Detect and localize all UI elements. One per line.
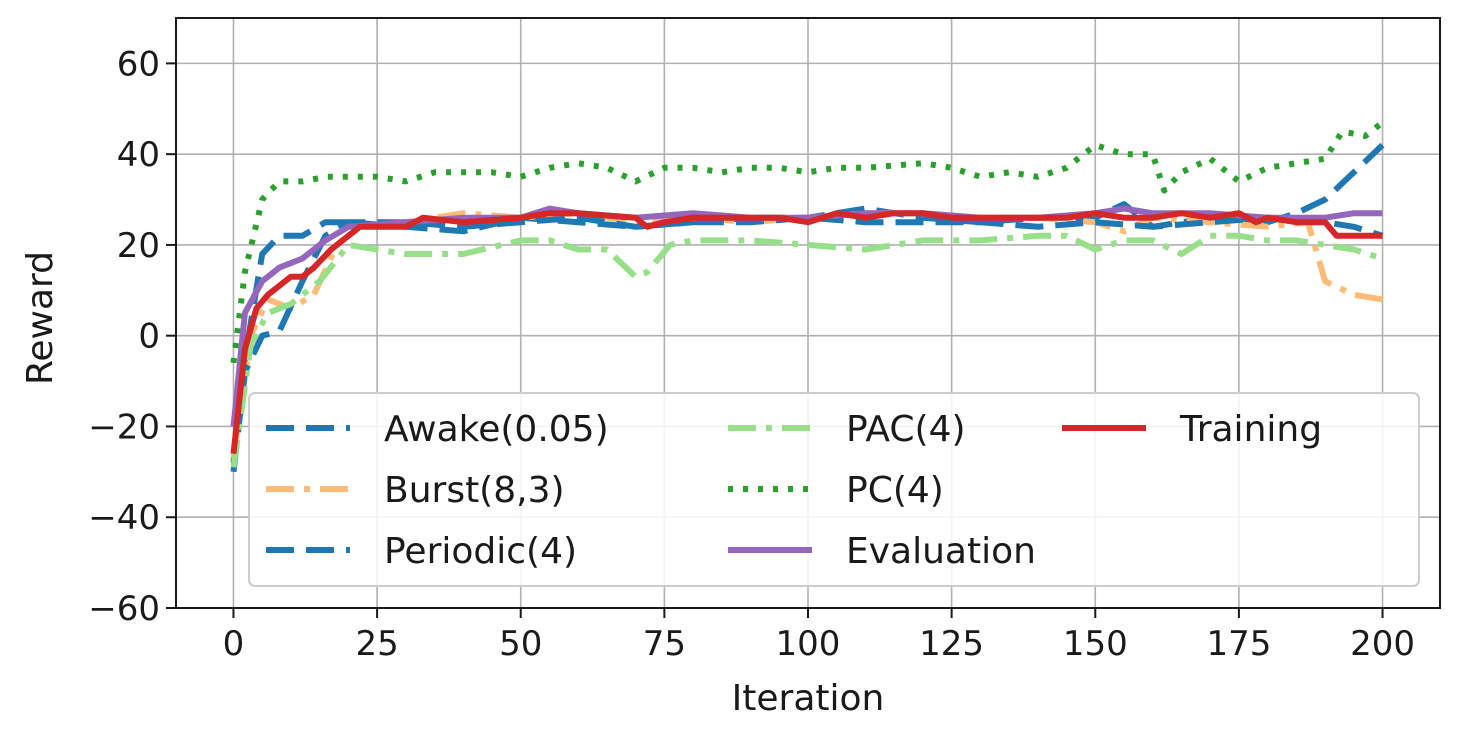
series-line-training xyxy=(230,210,1383,455)
x-tick-label: 175 xyxy=(1206,624,1271,664)
legend-entries: Awake(0.05) Burst(8,3) Periodic(4) PAC(4) PC… xyxy=(266,409,1322,572)
x-tick-label: 125 xyxy=(919,624,984,664)
x-axis-label: Iteration xyxy=(732,678,885,719)
y-tick-label: 0 xyxy=(138,317,160,357)
y-tick-label: 40 xyxy=(117,135,160,175)
series-lines xyxy=(230,120,1385,473)
y-tick-label: 60 xyxy=(117,44,160,84)
legend-label: PC(4) xyxy=(846,470,944,511)
legend-label: Training xyxy=(1179,409,1322,450)
y-tick-label: −40 xyxy=(88,498,160,538)
y-tick-label: 20 xyxy=(117,226,160,266)
x-tick-label: 150 xyxy=(1063,624,1128,664)
legend-label: Awake(0.05) xyxy=(384,409,609,450)
y-axis-label: Reward xyxy=(20,251,61,385)
series-line-pac-4 xyxy=(230,232,1384,468)
x-tick-label: 25 xyxy=(355,624,398,664)
y-tick-label: −20 xyxy=(88,407,160,447)
x-tick-label: 200 xyxy=(1350,624,1415,664)
legend-label: PAC(4) xyxy=(846,409,966,450)
legend-label: Burst(8,3) xyxy=(384,470,565,511)
x-tick-label: 75 xyxy=(643,624,686,664)
y-tick-label: −60 xyxy=(88,589,160,629)
x-tick-label: 50 xyxy=(499,624,542,664)
legend: Awake(0.05) Burst(8,3) Periodic(4) PAC(4) PC… xyxy=(248,392,1420,587)
legend-label: Evaluation xyxy=(846,531,1036,572)
axis-ticks: 0 25 50 75 100 125 150 175 200 −60 −40 −20 0 20 40 60 xyxy=(88,44,1415,664)
legend-box xyxy=(248,392,1420,587)
x-tick-label: 0 xyxy=(223,624,245,664)
legend-label: Periodic(4) xyxy=(384,531,577,572)
x-tick-label: 100 xyxy=(776,624,841,664)
